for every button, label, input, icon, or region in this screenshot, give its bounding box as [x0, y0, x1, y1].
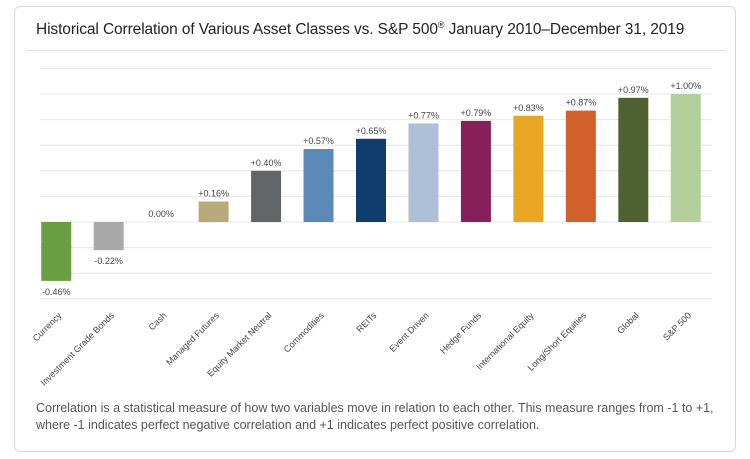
bar	[303, 149, 334, 222]
data-label: -0.22%	[94, 256, 123, 266]
bar	[618, 97, 649, 222]
category-label: S&P 500	[661, 310, 693, 342]
data-label: +0.16%	[198, 189, 229, 199]
bar	[356, 138, 386, 222]
data-label: +0.77%	[408, 110, 439, 120]
category-label: Hedge Funds	[438, 310, 484, 356]
data-label: +0.79%	[461, 108, 492, 118]
category-label: REITs	[354, 310, 378, 334]
title-divider	[26, 50, 726, 51]
bar	[408, 123, 439, 222]
category-label: Event Driven	[387, 310, 431, 354]
registered-mark: ®	[437, 20, 445, 30]
data-label: +0.40%	[251, 158, 282, 168]
bar	[198, 201, 229, 222]
data-label: +0.97%	[618, 85, 649, 95]
data-label: +0.87%	[565, 98, 596, 108]
category-label: Global	[615, 310, 640, 335]
category-label: Cash	[147, 310, 169, 332]
bar	[251, 170, 282, 222]
chart-title-period: January 2010–December 31, 2019	[444, 21, 685, 39]
bar	[513, 115, 544, 222]
bar	[41, 222, 72, 281]
data-label: +1.00%	[670, 81, 701, 91]
category-label: Managed Futures	[164, 310, 221, 367]
chart-title: Historical Correlation of Various Asset …	[36, 20, 684, 39]
chart-title-main: Historical Correlation of Various Asset …	[36, 21, 438, 39]
data-label: 0.00%	[148, 209, 174, 219]
data-label: +0.65%	[356, 126, 387, 136]
data-label: +0.57%	[303, 136, 334, 146]
category-label: International Equity	[474, 310, 536, 372]
bar	[460, 120, 491, 222]
data-label: -0.46%	[42, 287, 71, 297]
category-label: Long/Short Equities	[526, 310, 589, 373]
bar	[565, 110, 596, 222]
data-label: +0.83%	[513, 103, 544, 113]
category-label: Commodities	[282, 310, 327, 355]
category-label: Currency	[31, 310, 64, 343]
bar	[93, 222, 124, 251]
chart-card	[14, 6, 736, 452]
chart-caption: Correlation is a statistical measure of …	[36, 401, 714, 432]
bar	[670, 94, 701, 222]
